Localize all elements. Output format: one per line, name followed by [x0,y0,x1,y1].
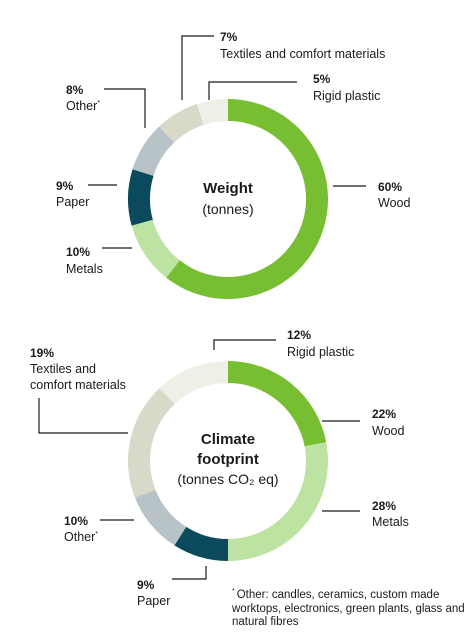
climate-label-rigid-plastic: 12% Rigid plastic [213,328,354,359]
weight-slice-wood [166,99,328,299]
climate-cat-paper: Paper [137,594,170,608]
climate-cat-other: Other* [64,530,98,544]
climate-center-title-line2: footprint [197,451,259,468]
climate-label-wood: 22% Wood [322,407,404,438]
weight-cat-rigid-plastic: Rigid plastic [313,89,380,103]
weight-donut-chart: Weight (tonnes) 7% Textiles and comfort … [56,30,410,299]
weight-pct-metals: 10% [66,245,90,259]
climate-cat-wood: Wood [372,424,404,438]
weight-center-subtitle: (tonnes) [202,201,253,217]
weight-slice-metals [131,219,180,278]
climate-slice-other [135,489,187,546]
climate-pct-other: 10% [64,514,88,528]
climate-cat-textiles-line1: Textiles and [30,362,96,376]
weight-label-rigid-plastic: 5% Rigid plastic [208,72,380,103]
climate-center-subtitle: (tonnes CO₂ eq) [177,471,278,487]
climate-label-paper: 9% Paper [137,566,207,608]
weight-slice-rigid-plastic [196,99,228,125]
climate-label-metals: 28% Metals [322,499,409,529]
footnote: * Other: candles, ceramics, custom made w… [232,585,468,630]
climate-cat-metals: Metals [372,515,409,529]
weight-pct-other: 8% [66,83,84,97]
climate-pct-rigid-plastic: 12% [287,328,311,342]
footnote-text: Other: candles, ceramics, custom made wo… [232,589,465,628]
climate-slice-wood [228,361,327,447]
weight-label-wood: 60% Wood [333,180,410,210]
weight-label-metals: 10% Metals [66,245,132,276]
climate-center-title-line1: Climate [201,431,255,448]
weight-label-other: 8% Other* [66,83,146,128]
climate-cat-rigid-plastic: Rigid plastic [287,345,354,359]
climate-slice-rigid-plastic [159,361,228,405]
climate-pct-wood: 22% [372,407,396,421]
climate-donut-ring [128,361,328,561]
weight-slice-paper [127,169,154,226]
climate-slice-paper [174,526,228,561]
weight-pct-wood: 60% [378,180,402,194]
climate-slice-metals [228,442,328,561]
footnote-marker: * [232,588,235,595]
weight-pct-rigid-plastic: 5% [313,72,331,86]
weight-center-title: Weight [203,180,253,197]
weight-cat-wood: Wood [378,196,410,210]
climate-pct-metals: 28% [372,499,396,513]
climate-label-other: 10% Other* [64,514,134,544]
climate-cat-textiles-line2: comfort materials [30,378,126,392]
weight-pct-paper: 9% [56,179,74,193]
weight-slice-other [132,126,175,176]
weight-slice-textiles-and-comfort-materials [158,103,204,143]
weight-label-textiles: 7% Textiles and comfort materials [181,30,385,100]
climate-pct-textiles: 19% [30,346,54,360]
weight-cat-paper: Paper [56,195,89,209]
climate-label-textiles: 19% Textiles and comfort materials [30,346,128,434]
weight-cat-textiles: Textiles and comfort materials [220,47,385,61]
weight-pct-textiles: 7% [220,30,238,44]
weight-cat-metals: Metals [66,262,103,276]
climate-footprint-donut-chart: Climate footprint (tonnes CO₂ eq) 12% Ri… [30,328,409,608]
weight-cat-other: Other* [66,99,100,113]
weight-label-paper: 9% Paper [56,179,117,209]
climate-pct-paper: 9% [137,578,155,592]
climate-slice-textiles-and-comfort-materials [128,388,175,498]
weight-donut-ring [127,99,328,299]
